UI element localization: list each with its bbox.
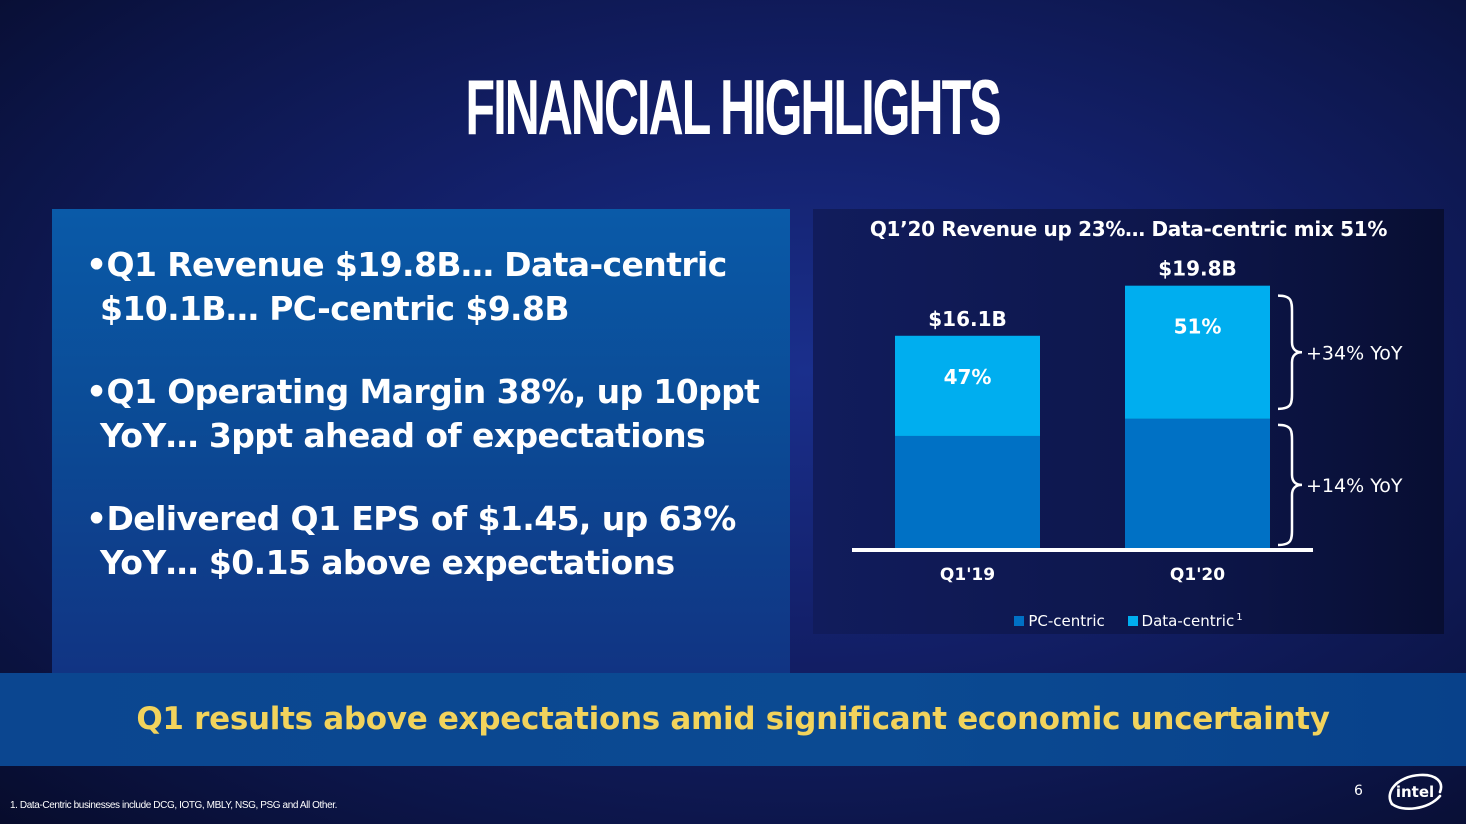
bar-data-centric-0 xyxy=(895,335,1040,436)
legend-item-pc-centric: PC-centric xyxy=(1014,612,1105,630)
x-axis-line xyxy=(852,548,1313,552)
segment-label-data-centric-0: 47% xyxy=(944,365,992,389)
legend-swatch-data-centric xyxy=(1127,616,1138,626)
x-tick-label-1: Q1'20 xyxy=(1170,565,1225,585)
x-tick-label-0: Q1'19 xyxy=(940,565,995,585)
brace-1 xyxy=(1277,423,1303,547)
slide-title: FINANCIAL HIGHLIGHTS xyxy=(465,63,1002,151)
footnote-marker: 1 xyxy=(1236,612,1243,623)
yoy-annotation-0: +34% YoY xyxy=(1306,342,1403,364)
intel-logo-text: intel xyxy=(1396,783,1434,801)
chart-legend: PC-centric Data-centric 1 xyxy=(813,609,1444,630)
revenue-chart-panel: Q1’20 Revenue up 23%… Data-centric mix 5… xyxy=(813,209,1444,634)
total-label-1: $19.8B xyxy=(1158,257,1237,281)
bullet-eps: •Delivered Q1 EPS of $1.45, up 63% YoY… … xyxy=(86,499,736,582)
brace-0 xyxy=(1277,294,1303,411)
legend-label-data-centric: Data-centric xyxy=(1141,612,1235,630)
legend-item-data-centric: Data-centric 1 xyxy=(1127,609,1243,630)
footnote: 1. Data-Centric businesses include DCG, … xyxy=(10,800,337,811)
bar-pc-centric-1 xyxy=(1125,418,1270,548)
page-number: 6 xyxy=(1354,783,1363,799)
total-label-0: $16.1B xyxy=(928,307,1007,331)
highlights-panel: •Q1 Revenue $19.8B… Data-centric $10.1B…… xyxy=(52,209,790,673)
summary-banner: Q1 results above expectations amid signi… xyxy=(0,673,1466,766)
revenue-chart: 47% $16.1B Q1'19 51% $19.8B Q1'20 +34% YoY +14%… xyxy=(852,257,1403,585)
legend-swatch-pc-centric xyxy=(1014,616,1025,626)
bar-data-centric-1 xyxy=(1125,285,1270,419)
bar-pc-centric-0 xyxy=(895,435,1040,548)
bullet-operating-margin: •Q1 Operating Margin 38%, up 10ppt YoY… … xyxy=(86,372,760,455)
bullet-revenue: •Q1 Revenue $19.8B… Data-centric $10.1B…… xyxy=(86,245,727,328)
yoy-annotation-1: +14% YoY xyxy=(1306,475,1403,497)
segment-label-data-centric-1: 51% xyxy=(1174,315,1222,339)
intel-logo: intel xyxy=(1388,773,1443,810)
summary-banner-text: Q1 results above expectations amid signi… xyxy=(136,701,1330,737)
legend-label-pc-centric: PC-centric xyxy=(1028,612,1105,630)
chart-title: Q1’20 Revenue up 23%… Data-centric mix 5… xyxy=(869,217,1388,241)
